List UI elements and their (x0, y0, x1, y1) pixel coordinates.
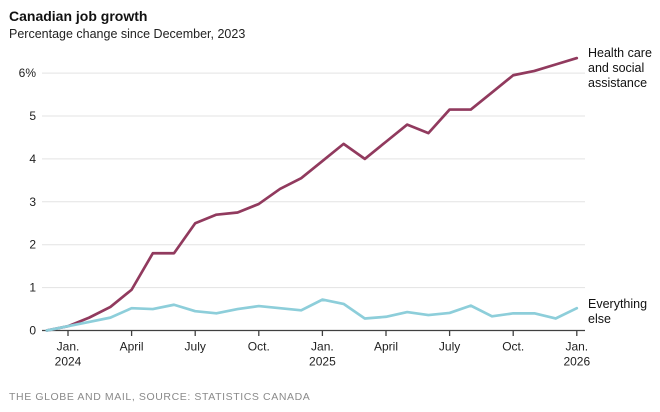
series-label-everything-else: Everything else (588, 297, 648, 326)
svg-text:0: 0 (29, 324, 36, 338)
svg-text:1: 1 (29, 281, 36, 295)
chart-subtitle: Percentage change since December, 2023 (9, 27, 246, 41)
svg-text:Oct.: Oct. (502, 340, 524, 354)
source-credit: THE GLOBE AND MAIL, SOURCE: STATISTICS C… (9, 391, 311, 403)
svg-text:April: April (120, 340, 144, 354)
svg-text:2026: 2026 (563, 355, 590, 369)
svg-text:5: 5 (29, 109, 36, 123)
chart-title: Canadian job growth (9, 8, 148, 24)
svg-text:3: 3 (29, 195, 36, 209)
svg-text:Jan.: Jan. (311, 340, 334, 354)
svg-text:April: April (374, 340, 398, 354)
svg-text:Jan.: Jan. (565, 340, 588, 354)
svg-text:6%: 6% (19, 66, 37, 80)
svg-text:4: 4 (29, 152, 36, 166)
svg-text:July: July (185, 340, 206, 354)
svg-text:Oct.: Oct. (248, 340, 270, 354)
svg-text:July: July (439, 340, 460, 354)
svg-text:2025: 2025 (309, 355, 336, 369)
svg-text:2024: 2024 (55, 355, 82, 369)
svg-text:Jan.: Jan. (57, 340, 80, 354)
svg-text:2: 2 (29, 238, 36, 252)
series-label-health-care: Health care and social assistance (588, 46, 652, 90)
